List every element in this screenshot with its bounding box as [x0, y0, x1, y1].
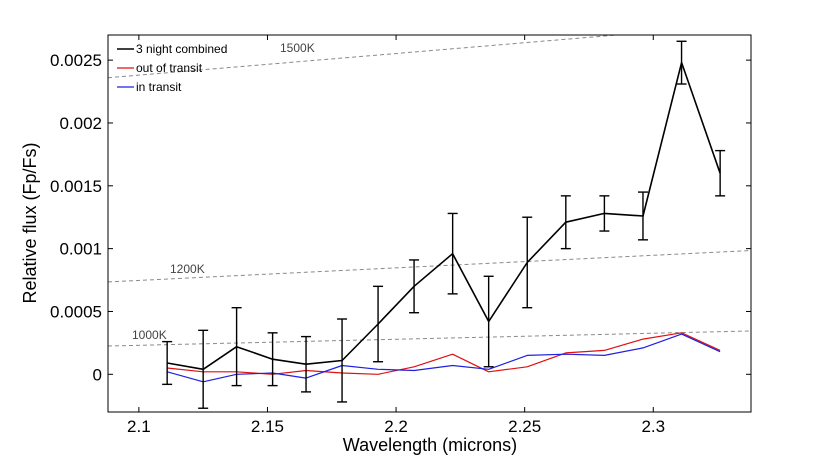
y-tick-label: 0.0005	[50, 302, 102, 321]
y-tick-label: 0.002	[59, 114, 102, 133]
y-tick-label: 0.001	[59, 240, 102, 259]
plot-background	[108, 35, 751, 412]
y-axis-ticks: 0 0.0005 0.001 0.0015 0.002 0.0025	[50, 51, 751, 384]
reference-line-1500K	[108, 35, 623, 79]
x-tick-label: 2.1	[127, 417, 151, 436]
y-axis-label: Relative flux (Fp/Fs)	[20, 142, 40, 303]
reference-label-1500K: 1500K	[280, 41, 315, 55]
reference-line-1000K	[108, 330, 751, 347]
error-bars	[162, 40, 726, 409]
series-lines	[167, 61, 721, 383]
y-tick-label: 0.0015	[50, 177, 102, 196]
legend-label: 3 night combined	[136, 42, 227, 56]
y-tick-label: 0	[93, 365, 102, 384]
legend-label: out of transit	[136, 61, 203, 75]
reference-labels: 1500K 1200K 1000K	[132, 41, 315, 342]
reference-lines	[108, 35, 751, 347]
x-axis-label: Wavelength (microns)	[343, 435, 517, 455]
legend-label: in transit	[136, 80, 182, 94]
x-tick-label: 2.25	[508, 417, 541, 436]
x-tick-label: 2.15	[251, 417, 284, 436]
y-tick-label: 0.0025	[50, 51, 102, 70]
series-line-3-night-combined	[167, 61, 721, 371]
x-tick-label: 2.3	[641, 417, 665, 436]
series-line-in-transit	[167, 333, 721, 383]
reference-label-1200K: 1200K	[170, 262, 205, 276]
reference-label-1000K: 1000K	[132, 328, 167, 342]
reference-line-1200K	[108, 250, 751, 283]
x-axis-ticks: 2.1 2.15 2.2 2.25 2.3	[127, 35, 665, 436]
legend: 3 night combined out of transit in transit	[117, 42, 227, 94]
x-tick-label: 2.2	[384, 417, 408, 436]
plot-frame	[107, 34, 752, 413]
